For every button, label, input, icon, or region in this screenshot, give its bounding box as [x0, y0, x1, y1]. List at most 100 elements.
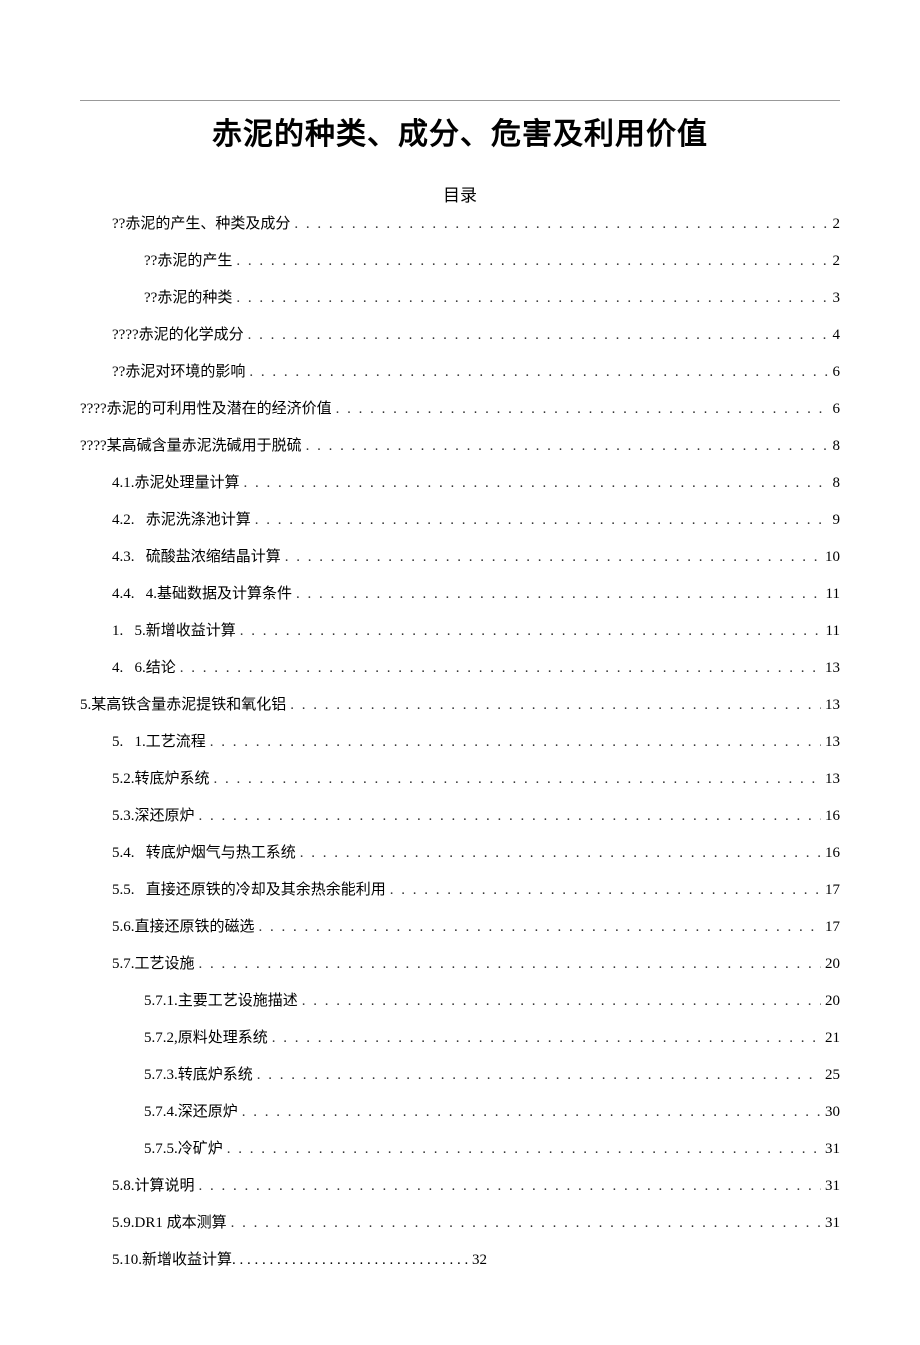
toc-page-number: 11 — [826, 619, 840, 643]
toc-leader — [236, 286, 828, 310]
toc-leader — [236, 249, 828, 273]
toc-leader — [290, 693, 821, 717]
toc-page-number: 17 — [825, 878, 840, 902]
toc-entry: 5.7.3.转底炉系统 25 — [80, 1063, 840, 1087]
toc-leader — [257, 1063, 821, 1087]
toc-label: 5.7.5.冷矿炉 — [144, 1137, 223, 1161]
toc-entry: ??赤泥的产生、种类及成分2 — [80, 212, 840, 236]
toc-label: ????赤泥的化学成分 — [112, 323, 244, 347]
toc-leader — [306, 434, 829, 458]
toc-label: 5.某高铁含量赤泥提铁和氧化铝 — [80, 693, 286, 717]
toc-leader — [244, 471, 829, 495]
toc-page-number: 8 — [833, 434, 841, 458]
toc-page-number: 31 — [825, 1137, 840, 1161]
toc-leader — [214, 767, 821, 791]
toc-page-number: 13 — [825, 693, 840, 717]
table-of-contents: ??赤泥的产生、种类及成分2 ??赤泥的产生 2 ??赤泥的种类 3 ????赤泥的化学成… — [80, 212, 840, 1272]
toc-leader — [294, 212, 828, 236]
toc-label: 5.5. 直接还原铁的冷却及其余热余能利用 — [112, 878, 386, 902]
toc-page-number: 3 — [833, 286, 841, 310]
toc-leader — [300, 841, 821, 865]
toc-label: ????某高碱含量赤泥洗碱用于脱硫 — [80, 434, 302, 458]
toc-page-number: 21 — [825, 1026, 840, 1050]
toc-page-number: 9 — [833, 508, 841, 532]
toc-label: 1. 5.新增收益计算 — [112, 619, 236, 643]
toc-page-number: 20 — [825, 952, 840, 976]
toc-leader — [210, 730, 821, 754]
toc-page-number: 31 — [825, 1211, 840, 1235]
toc-page-number: 17 — [825, 915, 840, 939]
toc-page-number: 16 — [825, 804, 840, 828]
toc-leader — [285, 545, 821, 569]
toc-page-number: 6 — [833, 360, 841, 384]
toc-label: 5.8.计算说明 — [112, 1174, 195, 1198]
toc-label: 5.7.4.深还原炉 — [144, 1100, 238, 1124]
toc-leader — [259, 915, 821, 939]
toc-leader — [255, 508, 829, 532]
toc-label: ??赤泥的种类 — [144, 286, 232, 310]
toc-label: 5.7.2,原料处理系统 — [144, 1026, 268, 1050]
toc-leader — [272, 1026, 821, 1050]
toc-entry: 4.4. 4.基础数据及计算条件11 — [80, 582, 840, 606]
toc-leader — [199, 804, 821, 828]
toc-entry: 5.2.转底炉系统13 — [80, 767, 840, 791]
toc-leader — [248, 323, 829, 347]
toc-label: 5.4. 转底炉烟气与热工系统 — [112, 841, 296, 865]
toc-entry: ??赤泥对环境的影响 6 — [80, 360, 840, 384]
toc-page-number: 4 — [833, 323, 841, 347]
toc-entry: 5.9.DR1 成本测算 31 — [80, 1211, 840, 1235]
toc-leader — [302, 989, 821, 1013]
toc-page-number: 20 — [825, 989, 840, 1013]
toc-leader — [240, 619, 822, 643]
toc-label: 4. 6.结论 — [112, 656, 176, 680]
toc-label: 5.3.深还原炉 — [112, 804, 195, 828]
toc-entry: ????某高碱含量赤泥洗碱用于脱硫 8 — [80, 434, 840, 458]
toc-entry: 5.8.计算说明31 — [80, 1174, 840, 1198]
toc-label: 5.10.新增收益计算. . . . . . . . . . . . . . .… — [112, 1248, 487, 1272]
toc-label: 5.7.工艺设施 — [112, 952, 195, 976]
toc-entry: 5.10.新增收益计算. . . . . . . . . . . . . . .… — [80, 1248, 840, 1272]
toc-page-number: 13 — [825, 656, 840, 680]
toc-leader — [199, 952, 821, 976]
toc-entry: 5.7.1.主要工艺设施描述 20 — [80, 989, 840, 1013]
toc-entry: 5.3.深还原炉 16 — [80, 804, 840, 828]
toc-leader — [242, 1100, 821, 1124]
toc-leader — [227, 1137, 821, 1161]
toc-page-number: 2 — [833, 249, 841, 273]
toc-entry: 5.4. 转底炉烟气与热工系统 16 — [80, 841, 840, 865]
toc-page-number: 13 — [825, 730, 840, 754]
toc-leader — [180, 656, 821, 680]
toc-label: 5.7.3.转底炉系统 — [144, 1063, 253, 1087]
toc-entry: 4.2. 赤泥洗涤池计算9 — [80, 508, 840, 532]
toc-page-number: 25 — [825, 1063, 840, 1087]
toc-page-number: 16 — [825, 841, 840, 865]
toc-label: 4.1.赤泥处理量计算 — [112, 471, 240, 495]
toc-entry: ??赤泥的种类 3 — [80, 286, 840, 310]
toc-entry: ????赤泥的可利用性及潜在的经济价值6 — [80, 397, 840, 421]
toc-label: 5. 1.工艺流程 — [112, 730, 206, 754]
toc-entry: 4.1.赤泥处理量计算 8 — [80, 471, 840, 495]
toc-entry: 5.7.2,原料处理系统 21 — [80, 1026, 840, 1050]
toc-leader — [249, 360, 828, 384]
toc-entry: 5.6.直接还原铁的磁选 17 — [80, 915, 840, 939]
toc-label: 5.7.1.主要工艺设施描述 — [144, 989, 298, 1013]
toc-label: ??赤泥对环境的影响 — [112, 360, 245, 384]
toc-label: 5.9.DR1 成本测算 — [112, 1211, 227, 1235]
toc-page-number: 10 — [825, 545, 840, 569]
toc-heading: 目录 — [80, 181, 840, 206]
toc-entry: 5.7.5.冷矿炉 31 — [80, 1137, 840, 1161]
toc-label: ??赤泥的产生、种类及成分 — [112, 212, 290, 236]
toc-label: 5.2.转底炉系统 — [112, 767, 210, 791]
document-title: 赤泥的种类、成分、危害及利用价值 — [80, 109, 840, 153]
toc-entry: 1. 5.新增收益计算 11 — [80, 619, 840, 643]
toc-label: 5.6.直接还原铁的磁选 — [112, 915, 255, 939]
toc-page-number: 6 — [833, 397, 841, 421]
toc-leader — [231, 1211, 821, 1235]
document-page: 赤泥的种类、成分、危害及利用价值 目录 ??赤泥的产生、种类及成分2??赤泥的产… — [0, 0, 920, 1345]
header-rule — [80, 100, 840, 101]
toc-page-number: 8 — [833, 471, 841, 495]
toc-page-number: 11 — [826, 582, 840, 606]
toc-label: ??赤泥的产生 — [144, 249, 232, 273]
toc-entry: 5.某高铁含量赤泥提铁和氧化铝 13 — [80, 693, 840, 717]
toc-leader — [296, 582, 822, 606]
